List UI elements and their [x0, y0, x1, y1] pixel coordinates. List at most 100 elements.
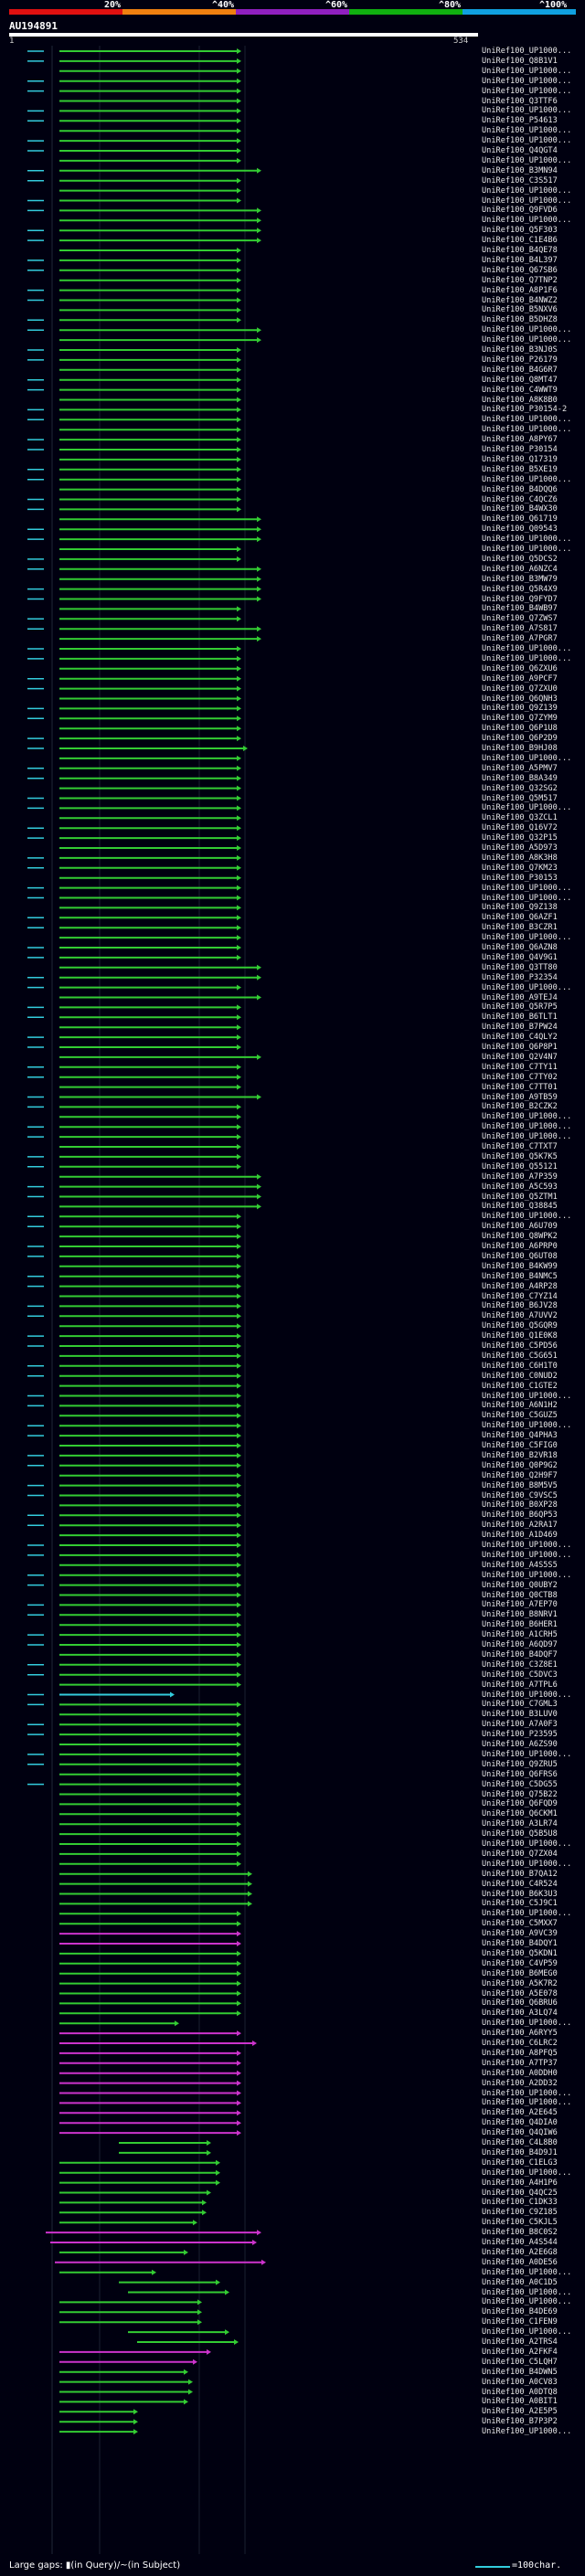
hit-label[interactable]: UniRef100_Q2H9F7: [482, 1470, 558, 1480]
hit-label[interactable]: UniRef100_C5DG55: [482, 1779, 558, 1789]
hit-label[interactable]: UniRef100_C3S517: [482, 175, 558, 186]
hit-label[interactable]: UniRef100_Q7ZX04: [482, 1849, 558, 1859]
hit-label[interactable]: UniRef100_UP1000...: [482, 86, 572, 96]
hit-label[interactable]: UniRef100_B4DWN5: [482, 2367, 558, 2377]
hit-label[interactable]: UniRef100_B6QP53: [482, 1511, 558, 1521]
hit-label[interactable]: UniRef100_B4WX30: [482, 504, 558, 514]
hit-label[interactable]: UniRef100_Q9Z139: [482, 704, 558, 714]
hit-label[interactable]: UniRef100_C7TY02: [482, 1072, 558, 1082]
hit-label[interactable]: UniRef100_Q5K7K5: [482, 1151, 558, 1161]
hit-label[interactable]: UniRef100_Q0CTB8: [482, 1590, 558, 1600]
hit-label[interactable]: UniRef100_C5KJL5: [482, 2218, 558, 2228]
hit-label[interactable]: UniRef100_UP1000...: [482, 2168, 572, 2178]
hit-label[interactable]: UniRef100_Q6FQD9: [482, 1799, 558, 1809]
hit-label[interactable]: UniRef100_A0C1D5: [482, 2277, 558, 2287]
hit-label[interactable]: UniRef100_Q32SG2: [482, 783, 558, 793]
hit-label[interactable]: UniRef100_Q7ZXU0: [482, 684, 558, 694]
hit-label[interactable]: UniRef100_UP1000...: [482, 2297, 572, 2307]
hit-label[interactable]: UniRef100_A3LR74: [482, 1819, 558, 1829]
hit-label[interactable]: UniRef100_A0DE56: [482, 2257, 558, 2267]
hit-label[interactable]: UniRef100_B5NXV6: [482, 305, 558, 315]
hit-label[interactable]: UniRef100_A5K7R2: [482, 1978, 558, 1988]
hit-label[interactable]: UniRef100_B6TLT1: [482, 1012, 558, 1023]
hit-label[interactable]: UniRef100_UP1000...: [482, 1112, 572, 1122]
hit-label[interactable]: UniRef100_C4QCZ6: [482, 494, 558, 504]
hit-label[interactable]: UniRef100_B7PW24: [482, 1023, 558, 1033]
hit-label[interactable]: UniRef100_Q5M517: [482, 793, 558, 803]
hit-label[interactable]: UniRef100_B8A349: [482, 773, 558, 783]
hit-label[interactable]: UniRef100_UP1000...: [482, 196, 572, 206]
hit-label[interactable]: UniRef100_Q4QGT4: [482, 146, 558, 155]
hit-label[interactable]: UniRef100_Q3ZCL1: [482, 813, 558, 823]
hit-label[interactable]: UniRef100_A6PRP0: [482, 1242, 558, 1251]
hit-label[interactable]: UniRef100_Q5KDN1: [482, 1948, 558, 1958]
hit-label[interactable]: UniRef100_B2VR18: [482, 1450, 558, 1460]
hit-label[interactable]: UniRef100_C4QLY2: [482, 1033, 558, 1043]
hit-label[interactable]: UniRef100_B4DQF7: [482, 1649, 558, 1659]
hit-label[interactable]: UniRef100_Q32P15: [482, 833, 558, 843]
hit-label[interactable]: UniRef100_UP1000...: [482, 1749, 572, 1759]
hit-label[interactable]: UniRef100_UP1000...: [482, 2287, 572, 2297]
hit-label[interactable]: UniRef100_A6U709: [482, 1222, 558, 1232]
hit-label[interactable]: UniRef100_UP1000...: [482, 2327, 572, 2337]
hit-label[interactable]: UniRef100_UP1000...: [482, 325, 572, 335]
hit-label[interactable]: UniRef100_Q6AZF1: [482, 913, 558, 923]
hit-label[interactable]: UniRef100_C5G651: [482, 1351, 558, 1361]
hit-label[interactable]: UniRef100_C1ELG3: [482, 2157, 558, 2168]
hit-label[interactable]: UniRef100_A0DTQ8: [482, 2387, 558, 2397]
hit-label[interactable]: UniRef100_C4WWT9: [482, 385, 558, 395]
hit-label[interactable]: UniRef100_A7A0F3: [482, 1720, 558, 1730]
hit-label[interactable]: UniRef100_A1CRH5: [482, 1630, 558, 1640]
hit-label[interactable]: UniRef100_B0XP28: [482, 1500, 558, 1511]
hit-label[interactable]: UniRef100_UP1000...: [482, 545, 572, 554]
hit-label[interactable]: UniRef100_B7QA12: [482, 1869, 558, 1879]
hit-label[interactable]: UniRef100_Q9Z138: [482, 903, 558, 913]
hit-label[interactable]: UniRef100_A5D973: [482, 843, 558, 853]
hit-label[interactable]: UniRef100_B3MW79: [482, 574, 558, 584]
hit-label[interactable]: UniRef100_A3LQ74: [482, 2009, 558, 2019]
hit-label[interactable]: UniRef100_A9VC39: [482, 1929, 558, 1939]
hit-label[interactable]: UniRef100_A8PFQ5: [482, 2048, 558, 2058]
hit-label[interactable]: UniRef100_A7P359: [482, 1171, 558, 1182]
hit-label[interactable]: UniRef100_UP1000...: [482, 335, 572, 345]
hit-label[interactable]: UniRef100_UP1000...: [482, 1391, 572, 1401]
hit-label[interactable]: UniRef100_UP1000...: [482, 753, 572, 763]
hit-label[interactable]: UniRef100_A8P1F6: [482, 285, 558, 295]
hit-label[interactable]: UniRef100_C1DK33: [482, 2198, 558, 2208]
hit-label[interactable]: UniRef100_C7YZ14: [482, 1291, 558, 1301]
hit-label[interactable]: UniRef100_UP1000...: [482, 2088, 572, 2098]
hit-label[interactable]: UniRef100_B5DHZ8: [482, 315, 558, 325]
hit-label[interactable]: UniRef100_UP1000...: [482, 216, 572, 226]
hit-label[interactable]: UniRef100_UP1000...: [482, 1550, 572, 1560]
hit-label[interactable]: UniRef100_Q5DCS2: [482, 554, 558, 564]
hit-label[interactable]: UniRef100_B4D9J1: [482, 2147, 558, 2157]
hit-label[interactable]: UniRef100_Q7KM23: [482, 863, 558, 873]
hit-label[interactable]: UniRef100_A6N1H2: [482, 1401, 558, 1411]
hit-label[interactable]: UniRef100_Q6P8P1: [482, 1043, 558, 1052]
hit-label[interactable]: UniRef100_B3NJ0S: [482, 345, 558, 355]
hit-label[interactable]: UniRef100_UP1000...: [482, 644, 572, 653]
hit-label[interactable]: UniRef100_UP1000...: [482, 2098, 572, 2108]
hit-label[interactable]: UniRef100_Q5ZTM1: [482, 1192, 558, 1202]
hit-label[interactable]: UniRef100_UP1000...: [482, 155, 572, 165]
hit-label[interactable]: UniRef100_B6MEG0: [482, 1968, 558, 1978]
hit-label[interactable]: UniRef100_P30154: [482, 445, 558, 454]
hit-label[interactable]: UniRef100_B8C0S2: [482, 2228, 558, 2238]
hit-label[interactable]: UniRef100_Q9ZRU5: [482, 1759, 558, 1769]
hit-label[interactable]: UniRef100_Q17319: [482, 454, 558, 464]
hit-label[interactable]: UniRef100_Q09543: [482, 525, 558, 535]
hit-label[interactable]: UniRef100_UP1000...: [482, 982, 572, 992]
hit-label[interactable]: UniRef100_UP1000...: [482, 803, 572, 813]
hit-label[interactable]: UniRef100_Q3TT80: [482, 962, 558, 972]
hit-label[interactable]: UniRef100_C6H1T0: [482, 1361, 558, 1371]
hit-label[interactable]: UniRef100_UP1000...: [482, 535, 572, 545]
hit-label[interactable]: UniRef100_C4L8B0: [482, 2138, 558, 2147]
hit-label[interactable]: UniRef100_Q0UBY2: [482, 1580, 558, 1590]
hit-label[interactable]: UniRef100_B4DQQ6: [482, 484, 558, 494]
hit-label[interactable]: UniRef100_Q6UT08: [482, 1251, 558, 1261]
hit-label[interactable]: UniRef100_C4VP59: [482, 1958, 558, 1968]
hit-label[interactable]: UniRef100_A2FKF4: [482, 2347, 558, 2357]
hit-label[interactable]: UniRef100_B3MN94: [482, 165, 558, 175]
hit-label[interactable]: UniRef100_C7GML3: [482, 1700, 558, 1710]
hit-label[interactable]: UniRef100_Q7ZWS7: [482, 614, 558, 624]
